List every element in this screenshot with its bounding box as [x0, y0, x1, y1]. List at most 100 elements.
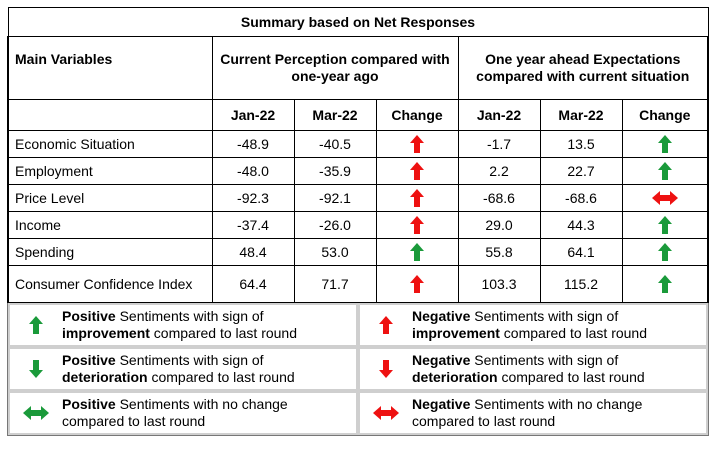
row-label: Consumer Confidence Index — [7, 265, 213, 303]
cur-mar-value: -26.0 — [293, 211, 377, 239]
cur-jan-value: -48.0 — [211, 157, 295, 185]
legend-item: Negative Sentiments with sign of improvem… — [358, 303, 708, 347]
positive-improvement-arrow-icon — [383, 243, 452, 261]
negative-improvement-arrow-icon — [383, 162, 452, 180]
legend-text: Positive Sentiments with sign of deterior… — [62, 352, 295, 386]
legend-text-part: Sentiments with sign of — [115, 308, 264, 324]
table-row: Employment -48.0 -35.9 2.2 22.7 — [7, 157, 709, 185]
table-row: Spending 48.4 53.0 55.8 64.1 — [7, 238, 709, 266]
cur-mar-value: -40.5 — [293, 130, 377, 158]
negative-improvement-arrow-icon — [383, 135, 452, 153]
negative-improvement-arrow-icon — [360, 316, 412, 334]
legend-text-part: Sentiments with sign of — [470, 352, 619, 368]
legend-item: Negative Sentiments with no change compar… — [358, 391, 708, 435]
cur-change — [375, 211, 459, 239]
legend-text: Negative Sentiments with sign of deterior… — [412, 352, 645, 386]
cur-change — [375, 265, 459, 303]
exp-jan-value: 2.2 — [457, 157, 541, 185]
cur-jan-value: 64.4 — [211, 265, 295, 303]
exp-jan-value: 29.0 — [457, 211, 541, 239]
positive-improvement-arrow-icon — [629, 135, 702, 153]
exp-change — [621, 211, 709, 239]
exp-mar-value: -68.6 — [539, 184, 623, 212]
cur-mar-value: 71.7 — [293, 265, 377, 303]
table-row: Consumer Confidence Index 64.4 71.7 103.3 11… — [7, 265, 709, 303]
exp-mar-value: 115.2 — [539, 265, 623, 303]
cur-change — [375, 157, 459, 185]
cur-jan-value: -37.4 — [211, 211, 295, 239]
exp-jan-header: Jan-22 — [457, 99, 541, 131]
legend-text: Positive Sentiments with sign of improvem… — [62, 308, 297, 342]
legend-text-part: compared to last round — [149, 325, 298, 341]
exp-jan-value: 103.3 — [457, 265, 541, 303]
legend-text: Negative Sentiments with no change compar… — [412, 396, 642, 430]
cur-jan-header: Jan-22 — [211, 99, 295, 131]
exp-jan-value: -68.6 — [457, 184, 541, 212]
negative-improvement-arrow-icon — [383, 216, 452, 234]
positive-improvement-arrow-icon — [10, 316, 62, 334]
cur-change — [375, 238, 459, 266]
legend-text: Negative Sentiments with sign of improvem… — [412, 308, 647, 342]
legend-text-part: Sentiments with sign of — [115, 352, 264, 368]
legend: Positive Sentiments with sign of improvem… — [7, 303, 709, 436]
exp-change — [621, 157, 709, 185]
legend-bold-sign: Positive — [62, 396, 116, 412]
one-year-ahead-header: One year ahead Expectations compared wit… — [457, 36, 709, 100]
cur-mar-value: -35.9 — [293, 157, 377, 185]
exp-change — [621, 184, 709, 212]
legend-text-part: compared to last round — [412, 413, 556, 429]
current-perception-header: Current Perception compared with one-yea… — [211, 36, 459, 100]
cur-mar-header: Mar-22 — [293, 99, 377, 131]
exp-change — [621, 130, 709, 158]
legend-item: Negative Sentiments with sign of deterior… — [358, 347, 708, 391]
table-row: Income -37.4 -26.0 29.0 44.3 — [7, 211, 709, 239]
table-row: Price Level -92.3 -92.1 -68.6 -68.6 — [7, 184, 709, 212]
exp-change — [621, 265, 709, 303]
exp-mar-value: 44.3 — [539, 211, 623, 239]
main-variables-header: Main Variables — [7, 36, 213, 100]
cur-change-header: Change — [375, 99, 459, 131]
legend-text-part: Sentiments with no change — [470, 396, 643, 412]
blank-header-cell — [7, 99, 213, 131]
exp-jan-value: -1.7 — [457, 130, 541, 158]
legend-text: Positive Sentiments with no change compar… — [62, 396, 288, 430]
cur-mar-value: -92.1 — [293, 184, 377, 212]
row-label: Price Level — [7, 184, 213, 212]
cur-change — [375, 184, 459, 212]
legend-bold-sign: Negative — [412, 352, 471, 368]
legend-text-part: compared to last round — [499, 325, 648, 341]
exp-mar-header: Mar-22 — [539, 99, 623, 131]
negative-no-change-arrow-icon — [360, 405, 412, 421]
cur-change — [375, 130, 459, 158]
row-label: Spending — [7, 238, 213, 266]
exp-mar-value: 64.1 — [539, 238, 623, 266]
exp-mar-value: 22.7 — [539, 157, 623, 185]
table-row: Economic Situation -48.9 -40.5 -1.7 13.5 — [7, 130, 709, 158]
positive-deterioration-arrow-icon — [10, 360, 62, 378]
cur-jan-value: 48.4 — [211, 238, 295, 266]
exp-mar-value: 13.5 — [539, 130, 623, 158]
table-title: Summary based on Net Responses — [7, 7, 709, 37]
negative-deterioration-arrow-icon — [360, 360, 412, 378]
exp-change-header: Change — [621, 99, 709, 131]
row-label: Economic Situation — [7, 130, 213, 158]
legend-item: Positive Sentiments with no change compar… — [8, 391, 358, 435]
legend-text-part: compared to last round — [62, 413, 206, 429]
legend-bold-sign: Negative — [412, 308, 471, 324]
positive-improvement-arrow-icon — [629, 216, 702, 234]
legend-item: Positive Sentiments with sign of deterior… — [8, 347, 358, 391]
legend-bold-sign: Negative — [412, 396, 471, 412]
positive-improvement-arrow-icon — [629, 275, 702, 293]
negative-improvement-arrow-icon — [383, 275, 452, 293]
exp-jan-value: 55.8 — [457, 238, 541, 266]
legend-bold-status: improvement — [62, 325, 150, 341]
positive-improvement-arrow-icon — [629, 162, 702, 180]
negative-no-change-arrow-icon — [629, 190, 702, 206]
cur-jan-value: -48.9 — [211, 130, 295, 158]
exp-change — [621, 238, 709, 266]
cur-jan-value: -92.3 — [211, 184, 295, 212]
positive-no-change-arrow-icon — [10, 405, 62, 421]
row-label: Income — [7, 211, 213, 239]
legend-bold-status: deterioration — [62, 369, 148, 385]
legend-bold-sign: Positive — [62, 308, 116, 324]
